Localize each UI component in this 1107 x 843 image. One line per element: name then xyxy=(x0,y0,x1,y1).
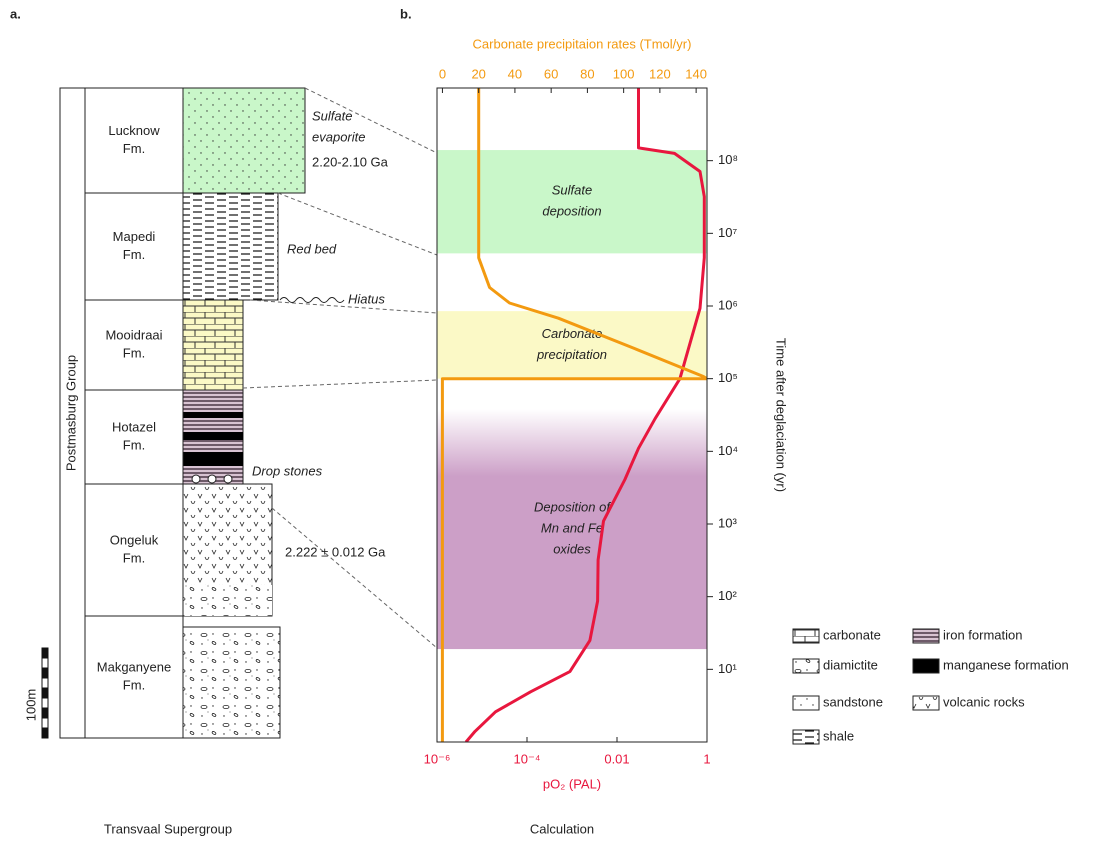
column xyxy=(60,88,183,738)
caption: Calculation xyxy=(530,821,594,836)
x2-tick-label: 120 xyxy=(649,66,671,81)
band-label: Sulfate xyxy=(552,183,592,198)
scale-label: 100m xyxy=(23,689,38,722)
band-label: Mn and Fe xyxy=(541,521,603,536)
y-axis-label: Time after deglaciation (yr) xyxy=(774,338,789,492)
legend-swatch xyxy=(793,629,819,643)
formation-name: Fm. xyxy=(123,437,145,452)
annotation: Hiatus xyxy=(348,291,385,306)
legend-label: manganese formation xyxy=(943,657,1069,672)
plot: SulfatedepositionCarbonateprecipitationD… xyxy=(424,36,789,791)
connector xyxy=(272,508,437,648)
x2-tick-label: 60 xyxy=(544,66,558,81)
panel-label: b. xyxy=(400,6,412,21)
formation-name: Fm. xyxy=(123,677,145,692)
lithology-unit xyxy=(183,627,280,738)
formation-name: Hotazel xyxy=(112,419,156,434)
panel-label: a. xyxy=(10,6,21,21)
manganese-band xyxy=(183,452,243,466)
annotation: 2.20-2.10 Ga xyxy=(312,154,389,169)
band xyxy=(437,311,707,379)
legend-swatch xyxy=(793,696,819,710)
connector xyxy=(250,300,437,313)
connector xyxy=(243,380,437,388)
legend-label: iron formation xyxy=(943,627,1022,642)
drop-stone xyxy=(208,475,216,483)
drop-stone xyxy=(192,475,200,483)
formation-name: Mapedi xyxy=(113,229,156,244)
x-tick-label: 10⁻⁶ xyxy=(424,751,451,766)
caption: Transvaal Supergroup xyxy=(104,821,232,836)
manganese-band xyxy=(183,412,243,418)
x2-tick-label: 100 xyxy=(613,66,635,81)
annotation: 2.222 ± 0.012 Ga xyxy=(285,544,386,559)
legend-label: diamictite xyxy=(823,657,878,672)
legend-label: carbonate xyxy=(823,627,881,642)
formation-name: Fm. xyxy=(123,345,145,360)
formation-name: Lucknow xyxy=(108,123,160,138)
figure: a. b. Postmasburg Group 100m Transvaal S… xyxy=(0,0,1107,843)
formation-name: Makganyene xyxy=(97,659,171,674)
x-tick-label: 0.01 xyxy=(604,751,629,766)
legend-swatch xyxy=(913,629,939,643)
annotation: Red bed xyxy=(287,241,337,256)
drop-stone xyxy=(224,475,232,483)
legend-swatch xyxy=(913,696,939,710)
y-tick-label: 10⁵ xyxy=(718,370,738,385)
legend-swatch xyxy=(793,730,819,744)
formation-name: Fm. xyxy=(123,550,145,565)
band-label: Deposition of xyxy=(534,500,611,515)
x-axis-label: pO₂ (PAL) xyxy=(543,776,601,791)
x2-tick-label: 140 xyxy=(685,66,707,81)
x2-tick-label: 80 xyxy=(580,66,594,81)
x-tick-label: 1 xyxy=(703,751,710,766)
ongeluk-diamictite xyxy=(183,585,272,616)
group-label: Postmasburg Group xyxy=(63,355,78,471)
legend-swatch xyxy=(913,659,939,673)
y-tick-label: 10⁶ xyxy=(718,297,738,312)
band-label: precipitation xyxy=(536,347,607,362)
x2-tick-label: 0 xyxy=(439,66,446,81)
legend-label: volcanic rocks xyxy=(943,694,1025,709)
x2-tick-label: 40 xyxy=(508,66,522,81)
formation-box xyxy=(85,88,183,738)
y-tick-label: 10⁴ xyxy=(718,443,738,458)
y-tick-label: 10² xyxy=(718,588,737,603)
y-tick-label: 10⁸ xyxy=(718,152,738,167)
annotation: Sulfate xyxy=(312,108,352,123)
x2-tick-label: 20 xyxy=(471,66,485,81)
formation-name: Fm. xyxy=(123,247,145,262)
lithology-unit xyxy=(183,300,243,390)
legend: carbonate iron formation diamictite mangane… xyxy=(793,627,1069,744)
y-tick-label: 10³ xyxy=(718,515,737,530)
annotation: Drop stones xyxy=(252,463,323,478)
x-tick-label: 10⁻⁴ xyxy=(514,751,541,766)
formation-name: Ongeluk xyxy=(110,532,159,547)
legend-label: shale xyxy=(823,728,854,743)
y-tick-label: 10¹ xyxy=(718,661,737,676)
annotation: evaporite xyxy=(312,129,365,144)
manganese-band xyxy=(183,432,243,440)
lithology-unit xyxy=(183,193,278,300)
band-label: deposition xyxy=(542,204,601,219)
band-label: oxides xyxy=(553,542,591,557)
y-tick-label: 10⁷ xyxy=(718,225,737,240)
hiatus-line xyxy=(280,298,344,303)
lithology xyxy=(183,88,305,738)
x2-axis-label: Carbonate precipitaion rates (Tmol/yr) xyxy=(473,36,692,51)
formation-name: Fm. xyxy=(123,141,145,156)
lithology-unit xyxy=(183,88,305,193)
legend-swatch xyxy=(793,659,819,673)
legend-label: sandstone xyxy=(823,694,883,709)
formation-name: Mooidraai xyxy=(105,327,162,342)
scale-bar xyxy=(42,648,48,738)
